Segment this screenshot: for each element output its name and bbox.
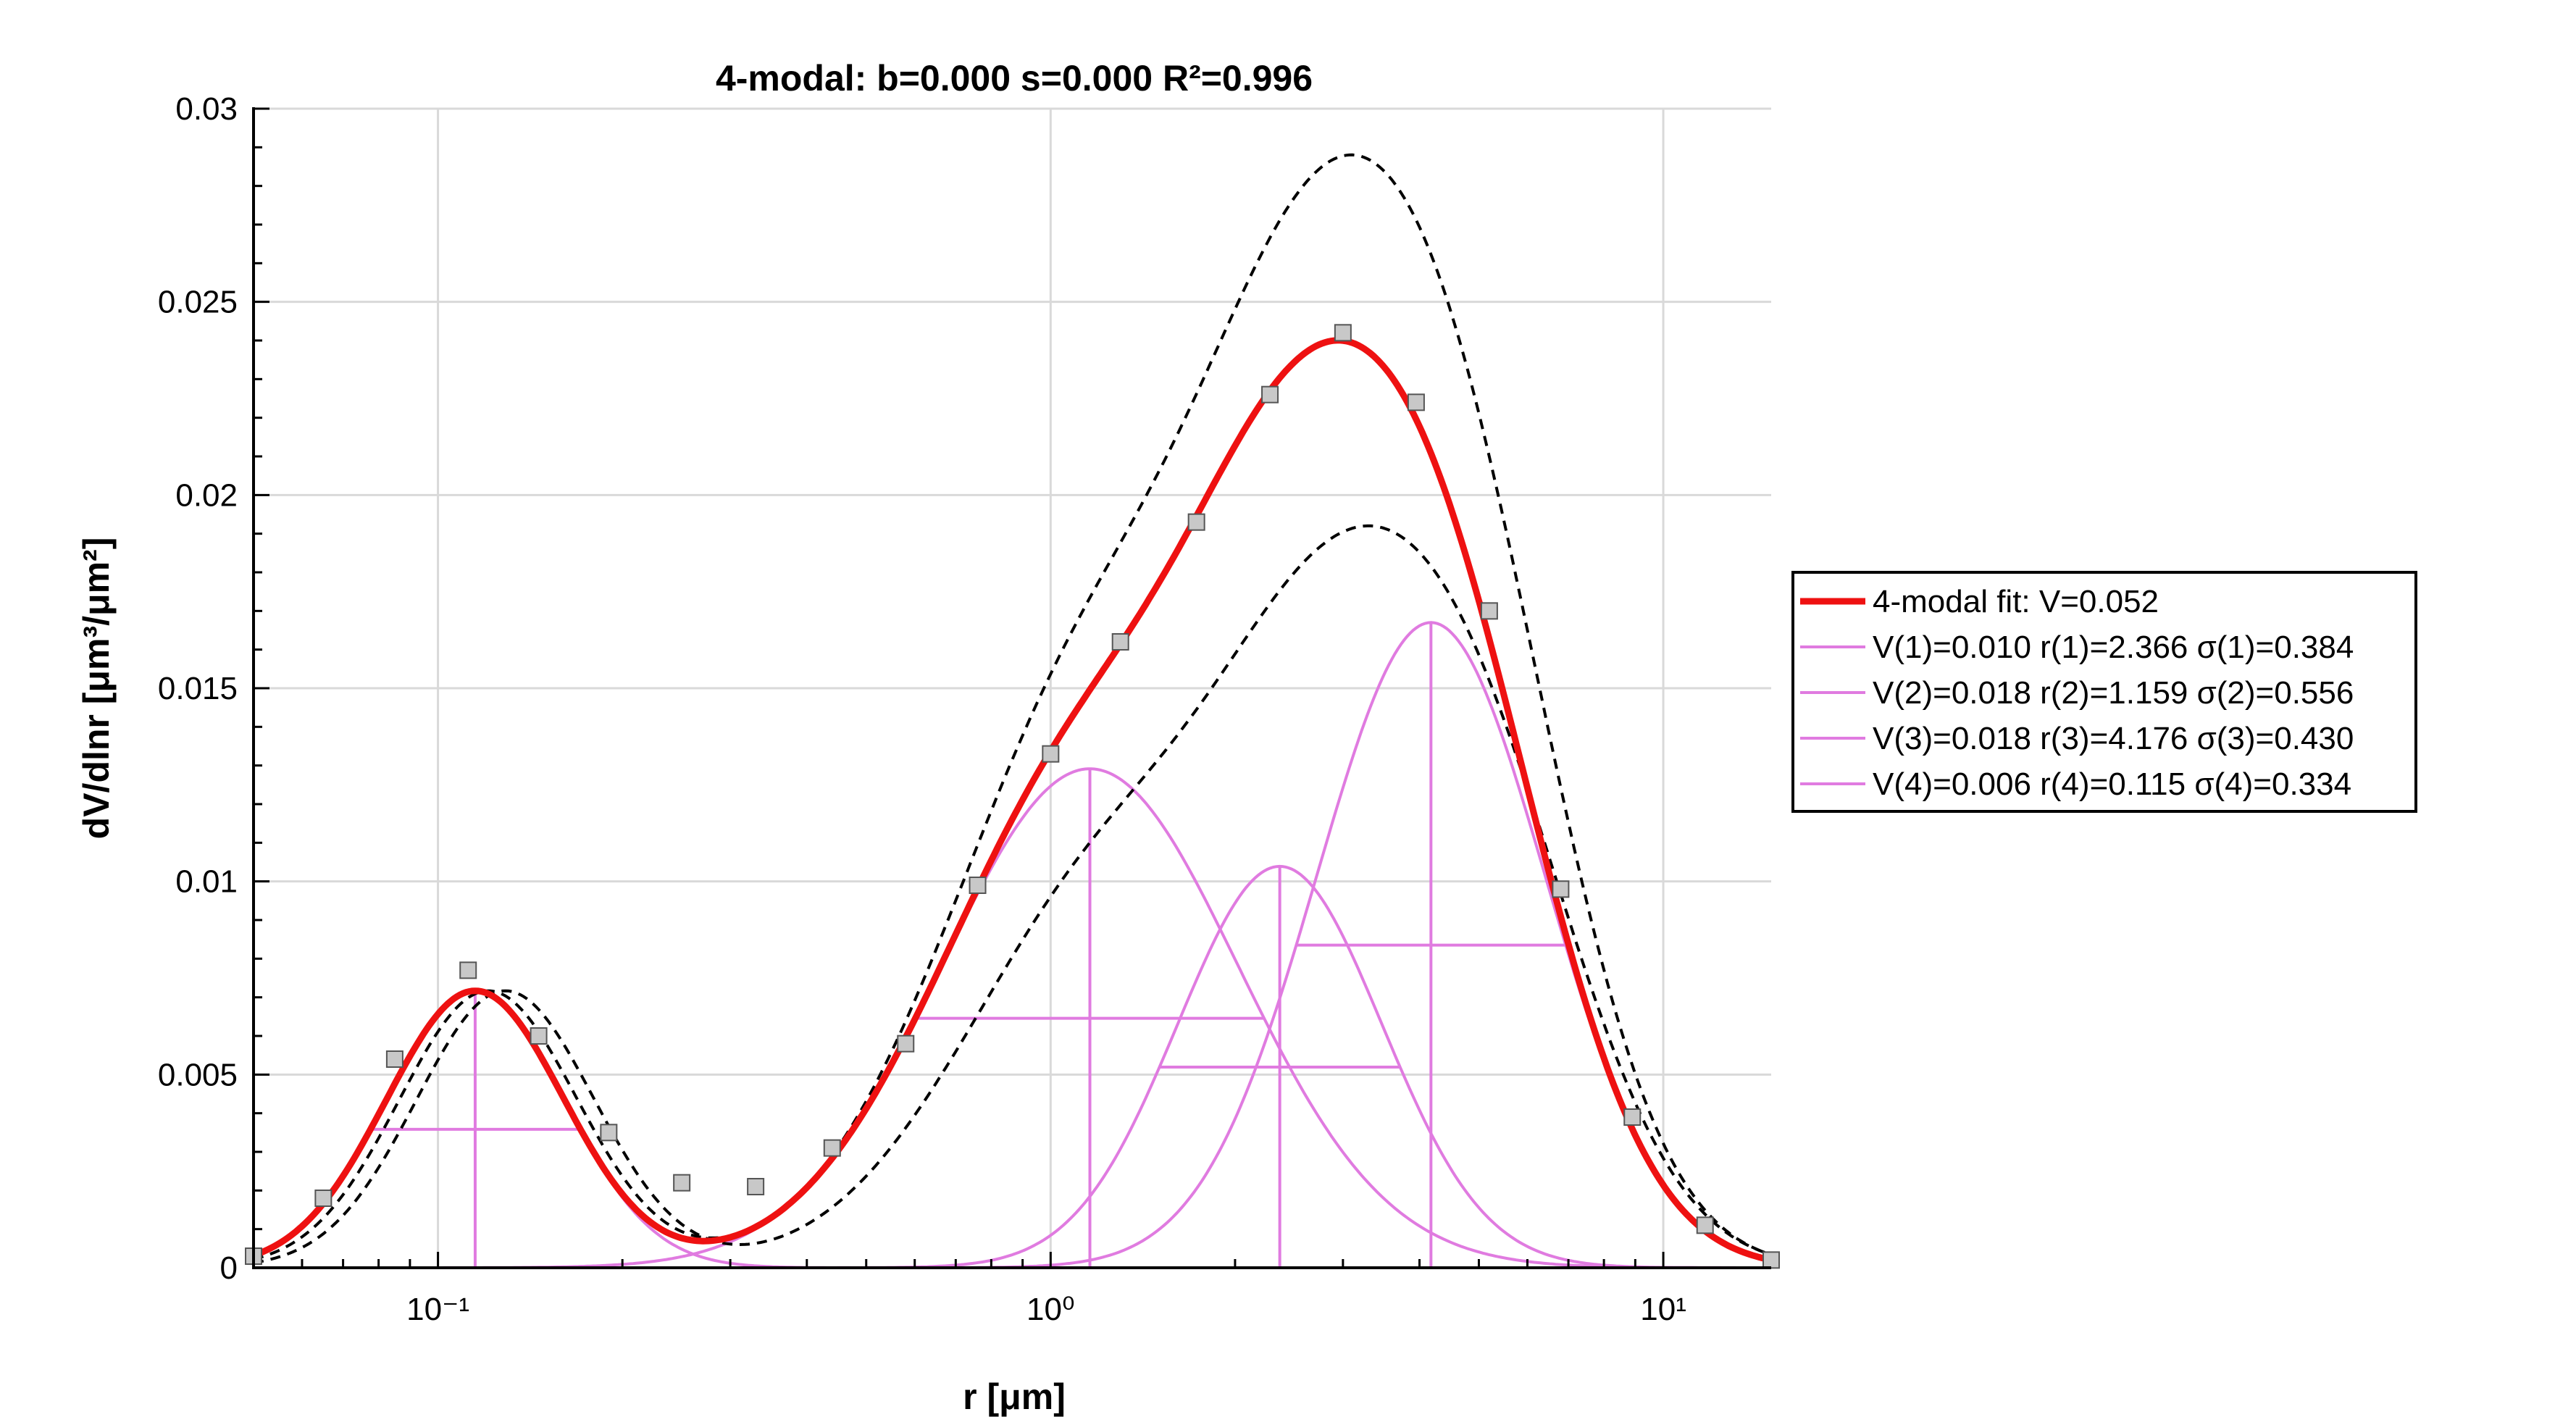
data-point <box>1623 1108 1642 1126</box>
axes: 0 0.005 0.01 0.015 0.02 0.025 0.03 10⁻¹ 10⁰ 10¹ <box>158 91 1771 1327</box>
y-tick-label: 0.01 <box>175 864 238 900</box>
data-point <box>459 961 477 979</box>
x-tick-label: 10⁰ <box>1026 1292 1075 1327</box>
data-point <box>823 1139 841 1157</box>
data-point <box>1407 393 1425 411</box>
y-tick-label: 0.005 <box>158 1057 238 1092</box>
legend-box <box>1791 571 2417 813</box>
data-point <box>1261 385 1279 404</box>
data-point <box>600 1124 618 1142</box>
y-tick-label: 0.015 <box>158 671 238 706</box>
data-point <box>530 1027 548 1045</box>
fit-line <box>252 337 1772 1263</box>
legend-label: V(1)=0.010 r(1)=2.366 σ(1)=0.384 <box>1873 630 2354 665</box>
data-point <box>1334 324 1352 342</box>
data-point <box>897 1034 915 1053</box>
y-tick-label: 0 <box>220 1250 238 1286</box>
data-point <box>1552 880 1570 898</box>
grid <box>254 107 1771 1268</box>
data-point <box>385 1050 403 1068</box>
x-tick-label: 10⁻¹ <box>406 1292 469 1327</box>
measured-points <box>245 324 1780 1269</box>
y-tick-label: 0.025 <box>158 285 238 320</box>
legend-label: V(4)=0.006 r(4)=0.115 σ(4)=0.334 <box>1873 766 2351 802</box>
data-point <box>1187 513 1205 531</box>
data-point <box>314 1190 333 1207</box>
data-point <box>673 1174 691 1192</box>
upper-envelope-line <box>253 153 1772 1261</box>
legend: 4-modal fit: V=0.052 V(1)=0.010 r(1)=2.36… <box>1791 571 2417 813</box>
legend-label: V(3)=0.018 r(3)=4.176 σ(3)=0.430 <box>1873 721 2354 756</box>
data-point <box>1480 602 1498 620</box>
y-tick-label: 0.02 <box>175 477 238 513</box>
chart-title: 4-modal: b=0.000 s=0.000 R²=0.996 <box>716 58 1313 99</box>
legend-label: 4-modal fit: V=0.052 <box>1873 584 2159 619</box>
data-point <box>1042 745 1060 763</box>
x-axis-title: r [μm] <box>963 1376 1066 1417</box>
data-point <box>1696 1216 1714 1234</box>
y-tick-label: 0.03 <box>175 91 238 127</box>
data-point <box>747 1178 765 1195</box>
data-point <box>1762 1251 1780 1269</box>
x-tick-label: 10¹ <box>1640 1292 1686 1327</box>
legend-label: V(2)=0.018 r(2)=1.159 σ(2)=0.556 <box>1873 675 2354 711</box>
y-axis-title: dV/dlnr [μm³/μm²] <box>76 538 117 840</box>
data-point <box>969 877 987 894</box>
data-point <box>1111 633 1129 651</box>
